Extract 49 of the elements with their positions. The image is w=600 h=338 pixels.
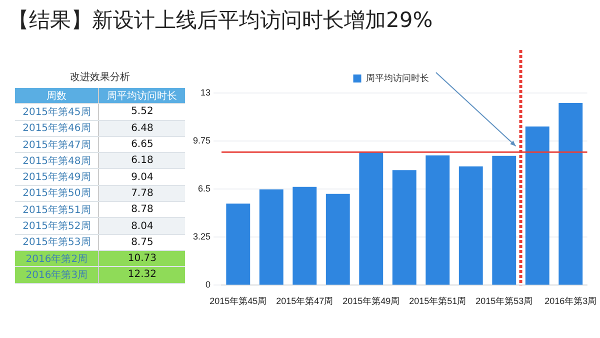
category-label: 2015年第45周 (15, 104, 99, 120)
legend-label: 周平均访问时长 (366, 72, 429, 83)
y-tick-label: 0 (206, 280, 211, 290)
category-label: 2015年第49周 (15, 168, 99, 186)
data-label: 5.52 (98, 104, 185, 120)
series-label: 周平均访问时长 (98, 88, 185, 104)
category-label: 2016年第2周 (15, 250, 99, 267)
x-tick-label: 2015年第49周 (342, 296, 400, 306)
y-tick-label: 9.75 (192, 136, 211, 146)
data-label: 8.04 (98, 218, 185, 234)
x-tick-label: 2016年第3周 (544, 296, 597, 306)
x-tick-label: 2015年第51周 (409, 296, 466, 306)
category-label: 2015年第46周 (15, 120, 99, 136)
data-label: 6.18 (98, 152, 185, 169)
bar (525, 126, 550, 285)
chart-title: 【结果】新设计上线后平均访问时长增加29% (8, 7, 433, 34)
bar (226, 204, 250, 285)
bar (359, 152, 384, 285)
x-tick-label: 2015年第45周 (210, 296, 267, 306)
category-label: 2015年第47周 (15, 136, 99, 153)
y-tick-label: 13 (200, 87, 211, 98)
data-label: 10.73 (98, 250, 185, 267)
category-label: 2015年第51周 (15, 202, 99, 218)
data-label: 7.78 (98, 185, 185, 202)
x-tick-label: 2015年第47周 (276, 296, 334, 306)
bar (558, 103, 583, 285)
category-label: 2015年第53周 (15, 234, 99, 250)
category-label: 2015年第52周 (15, 218, 99, 234)
data-label: 9.04 (98, 168, 185, 186)
data-label: 8.75 (98, 234, 185, 250)
bar (292, 186, 317, 285)
bar (426, 155, 450, 285)
data-label: 12.32 (98, 266, 185, 284)
data-label: 6.48 (98, 120, 185, 136)
bar (259, 189, 284, 285)
bar (492, 156, 516, 285)
x-tick-label: 2015年第53周 (476, 296, 533, 306)
category-label: 2015年第48周 (15, 152, 99, 169)
data-label: 6.65 (98, 136, 185, 153)
data-label: 8.78 (98, 202, 185, 218)
bar (458, 166, 483, 285)
y-tick-label: 6.5 (198, 184, 211, 194)
category-label: 2015年第50周 (15, 185, 99, 202)
bar (392, 170, 416, 285)
y-tick-label: 3.25 (192, 232, 211, 242)
text: 周数 (15, 88, 99, 104)
category-label: 2016年第3周 (15, 266, 99, 284)
text: 改进效果分析 (69, 70, 131, 84)
bar (326, 194, 350, 285)
